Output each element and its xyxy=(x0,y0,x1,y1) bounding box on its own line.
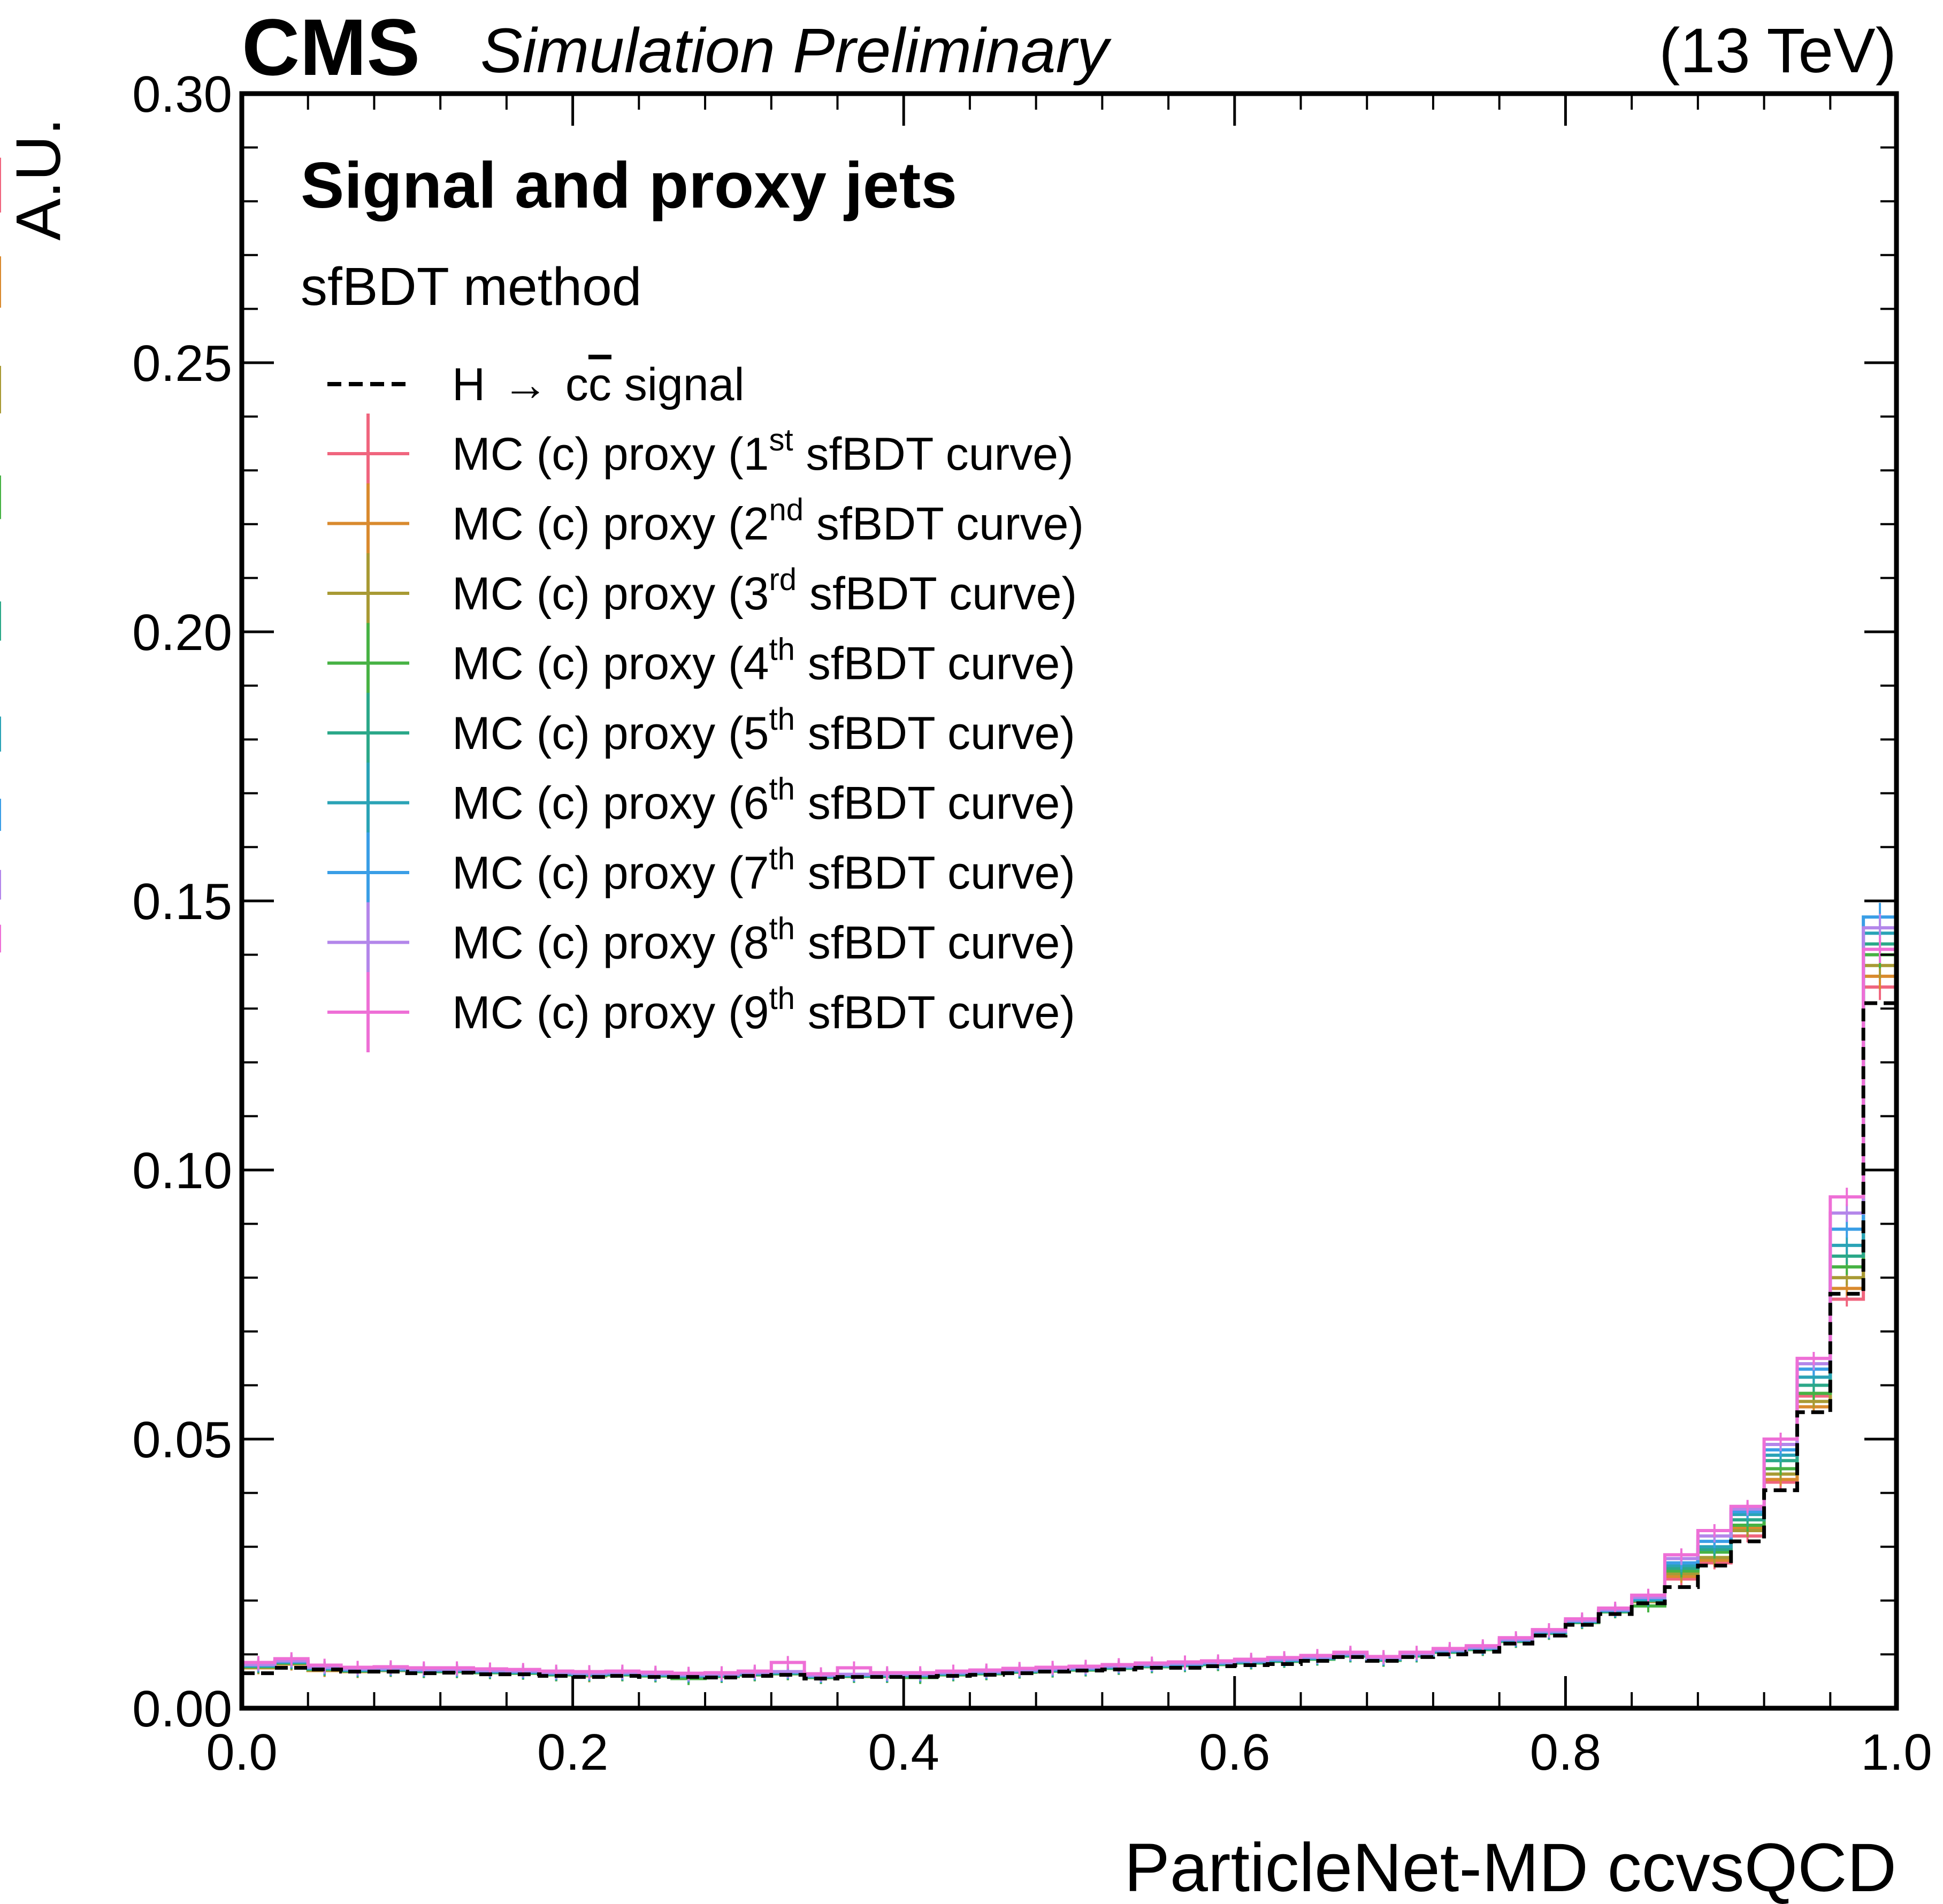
legend-entry-9: MC (c) proxy (9th sfBDT curve) xyxy=(327,972,1075,1052)
y-tick-label: 0.30 xyxy=(132,66,232,123)
plot-frame xyxy=(239,91,1899,1711)
x-axis-label: ParticleNet-MD ccvsQCD xyxy=(1124,1830,1896,1904)
legend-entry-signal: H → cc signal xyxy=(327,359,745,410)
legend-entry-1: MC (c) proxy (1st sfBDT curve) xyxy=(327,414,1074,494)
legend-series: MC (c) proxy (1st sfBDT curve) MC (c) pro… xyxy=(327,414,1084,1052)
legend-entry-8: MC (c) proxy (8th sfBDT curve) xyxy=(327,902,1075,983)
legend: H → cc signal MC (c) proxy (1st sfBDT cu… xyxy=(327,359,1084,1052)
energy-label: (13 TeV) xyxy=(1659,16,1896,86)
y-tick-label: 0.10 xyxy=(132,1142,232,1199)
plot-area: 0.0 0.2 0.4 0.6 0.8 1.0 0.00 0.05 0.10 0.15 0.20 0.… xyxy=(0,66,1932,1781)
status-label: Simulation Preliminary xyxy=(480,16,1112,86)
x-tick-label: 0.0 xyxy=(206,1724,277,1781)
y-tick-label: 0.05 xyxy=(132,1411,232,1469)
x-tick-label: 0.4 xyxy=(868,1724,939,1781)
axis-ticks: 0.0 0.2 0.4 0.6 0.8 1.0 0.00 0.05 0.10 0.15 0.20 0.… xyxy=(132,66,1932,1781)
series-5 xyxy=(0,601,1898,1684)
y-tick-label: 0.00 xyxy=(132,1680,232,1738)
x-tick-label: 1.0 xyxy=(1861,1724,1932,1781)
y-tick-label: 0.25 xyxy=(132,335,232,392)
legend-entry-5: MC (c) proxy (5th sfBDT curve) xyxy=(327,693,1075,773)
series-9-step xyxy=(242,938,1898,1676)
legend-label-signal: H → cc signal xyxy=(452,359,745,410)
y-tick-label: 0.15 xyxy=(132,873,232,930)
legend-label-3: MC (c) proxy (3rd sfBDT curve) xyxy=(452,562,1077,620)
chart-subtitle: sfBDT method xyxy=(301,257,641,317)
y-axis-label: A.U. xyxy=(3,118,74,241)
x-tick-label: 0.6 xyxy=(1199,1724,1270,1781)
signal-series xyxy=(242,201,1899,1681)
legend-label-2: MC (c) proxy (2nd sfBDT curve) xyxy=(452,493,1084,550)
legend-entry-3: MC (c) proxy (3rd sfBDT curve) xyxy=(327,553,1077,633)
x-tick-label: 0.2 xyxy=(537,1724,608,1781)
legend-entry-6: MC (c) proxy (6th sfBDT curve) xyxy=(327,762,1075,843)
experiment-label: CMS xyxy=(242,2,420,92)
histograms xyxy=(0,157,1899,1685)
y-tick-label: 0.20 xyxy=(132,604,232,661)
legend-label-1: MC (c) proxy (1st sfBDT curve) xyxy=(452,423,1074,480)
legend-entry-2: MC (c) proxy (2nd sfBDT curve) xyxy=(327,483,1084,564)
legend-label-8: MC (c) proxy (8th sfBDT curve) xyxy=(452,912,1075,969)
series-2-step xyxy=(242,282,1898,1679)
legend-label-6: MC (c) proxy (6th sfBDT curve) xyxy=(452,772,1075,829)
x-tick-label: 0.8 xyxy=(1530,1724,1601,1781)
legend-entry-7: MC (c) proxy (7th sfBDT curve) xyxy=(327,832,1075,913)
legend-entry-4: MC (c) proxy (4th sfBDT curve) xyxy=(327,623,1075,704)
signal-step xyxy=(242,201,1899,1681)
legend-label-7: MC (c) proxy (7th sfBDT curve) xyxy=(452,842,1075,899)
legend-label-4: MC (c) proxy (4th sfBDT curve) xyxy=(452,632,1075,690)
chart-title: Signal and proxy jets xyxy=(301,149,957,221)
legend-label-9: MC (c) proxy (9th sfBDT curve) xyxy=(452,981,1075,1038)
legend-label-5: MC (c) proxy (5th sfBDT curve) xyxy=(452,702,1075,759)
